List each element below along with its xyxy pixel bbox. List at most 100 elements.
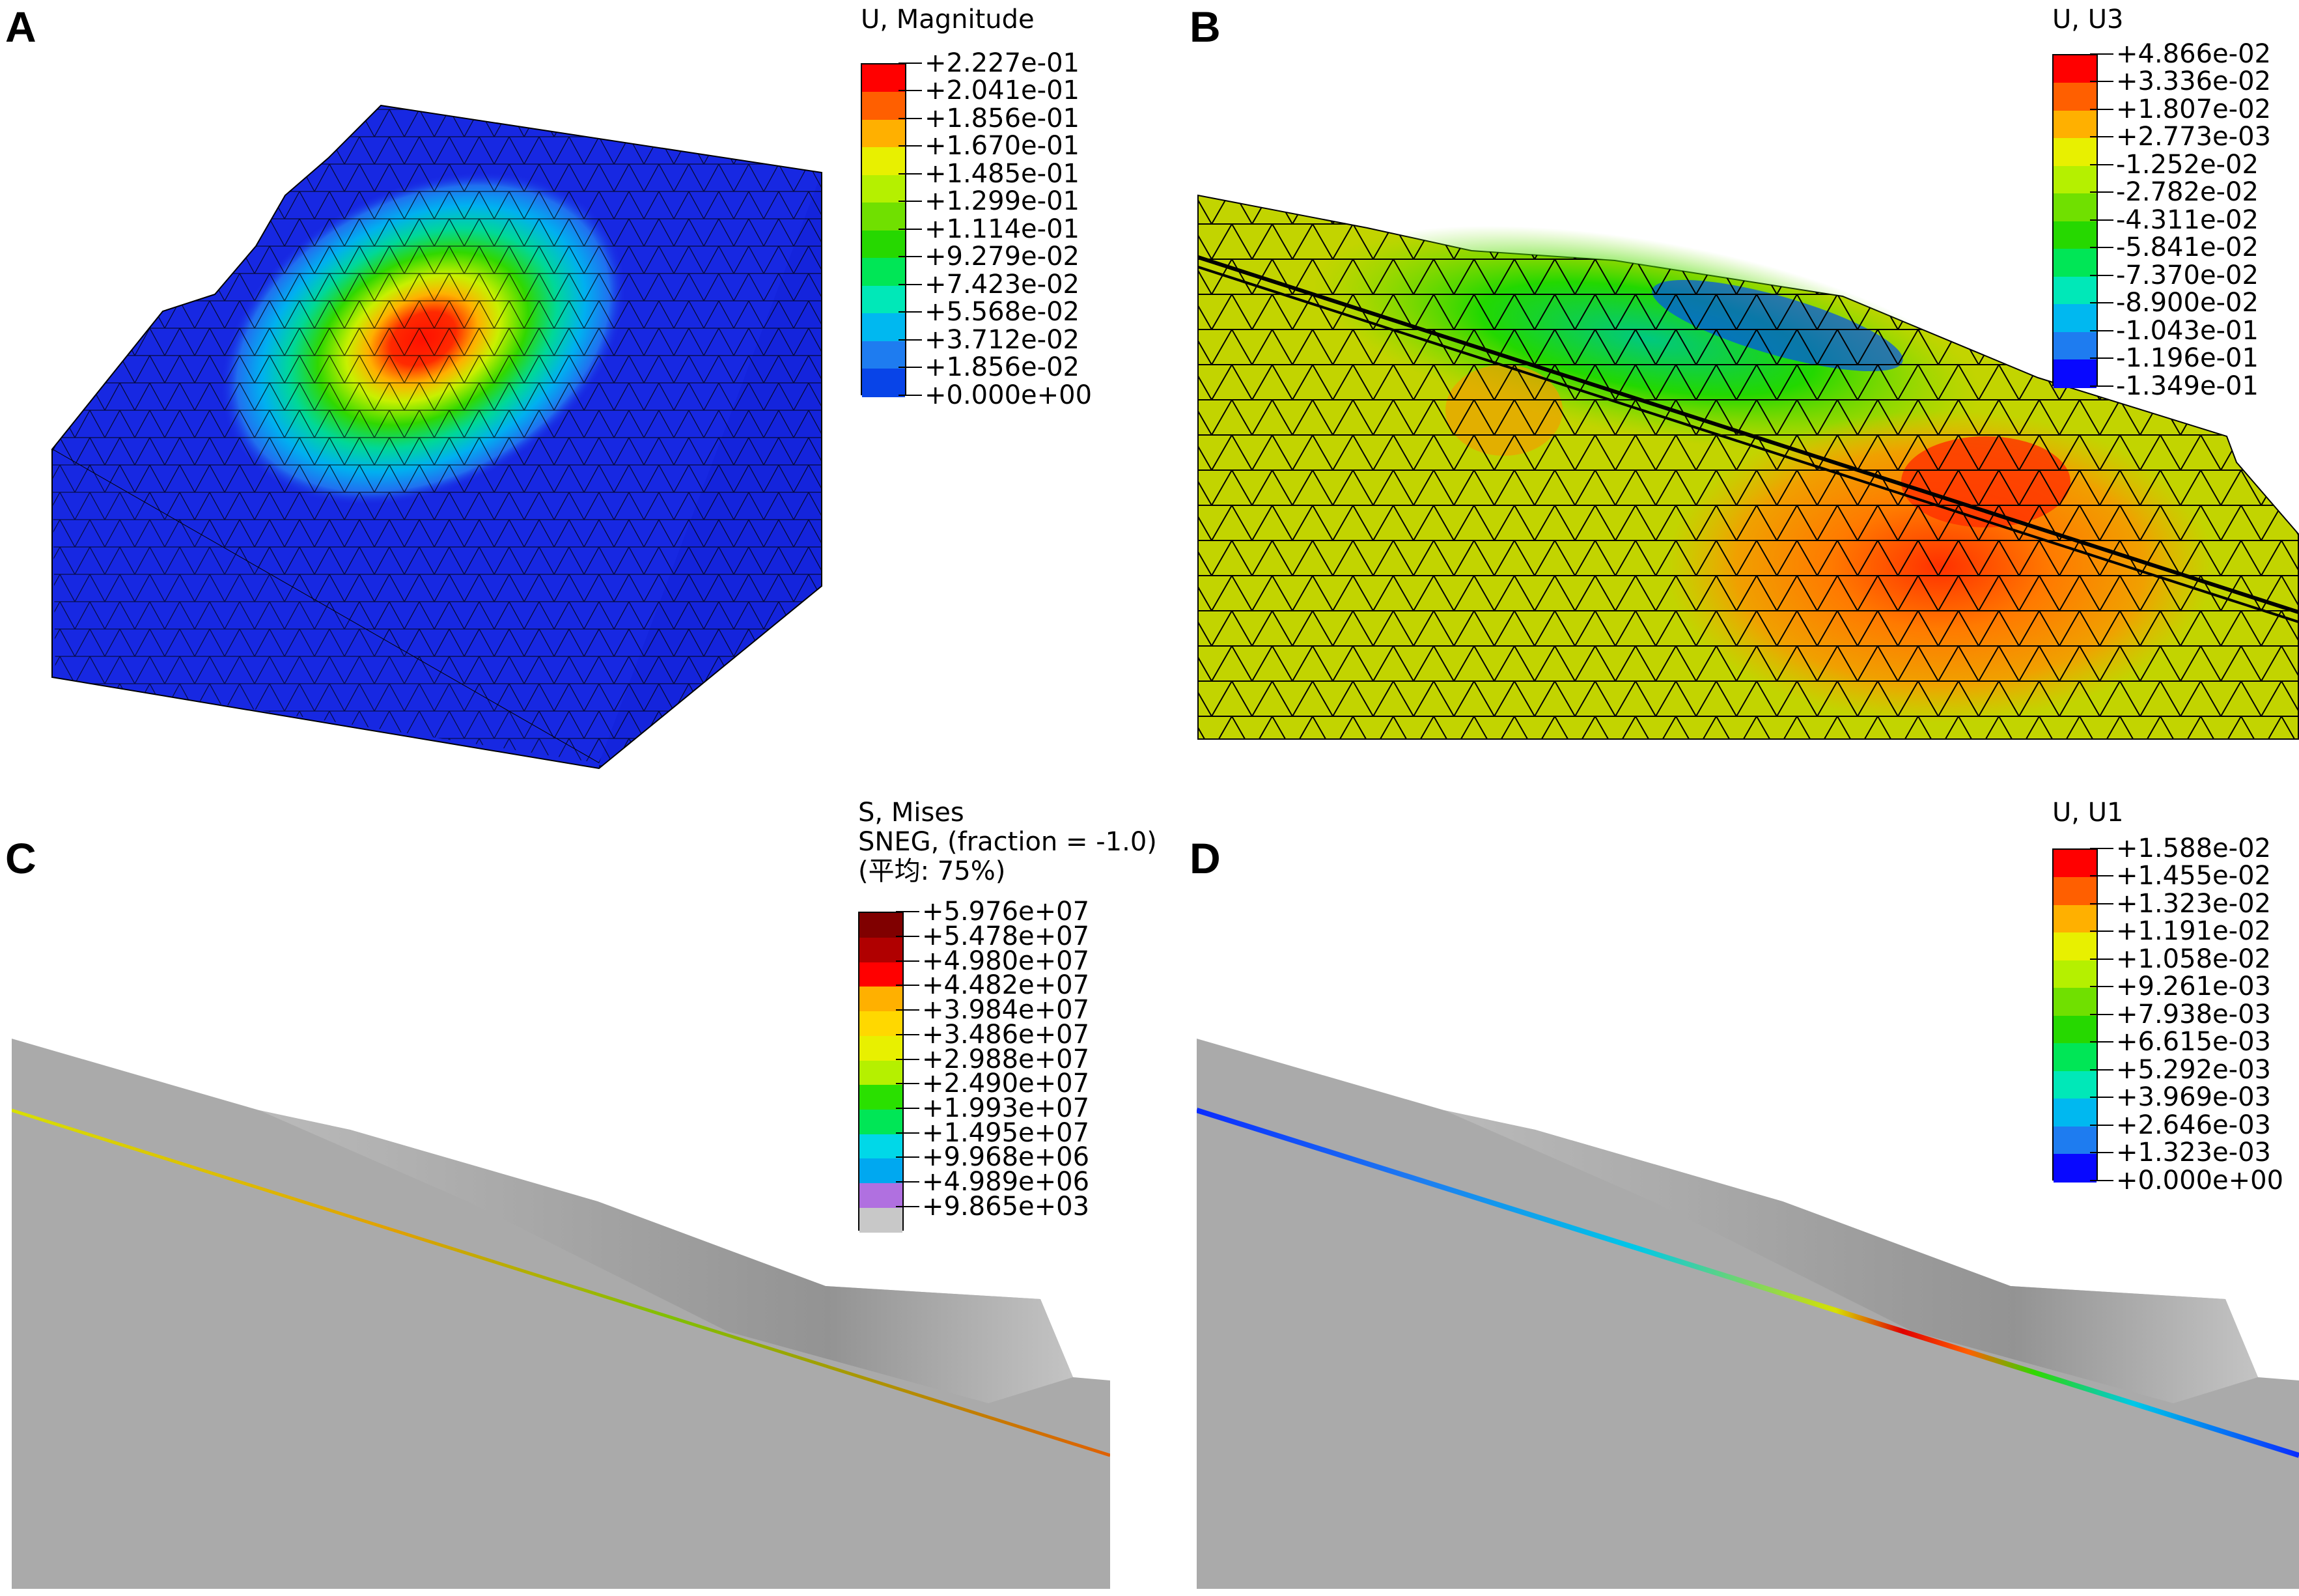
colorbar-label: +1.670e-01 bbox=[925, 131, 1080, 161]
colorbar-swatch bbox=[859, 1109, 902, 1135]
legend-a-colorbar: +2.227e-01 +2.041e-01 +1.856e-01 +1.670e-01… bbox=[861, 50, 1134, 408]
colorbar-tick bbox=[896, 1033, 919, 1035]
colorbar-swatch bbox=[2054, 1071, 2097, 1100]
colorbar-label: +1.058e-02 bbox=[2116, 944, 2271, 974]
colorbar-tick bbox=[2090, 1013, 2113, 1015]
colorbar-swatch bbox=[2054, 55, 2097, 84]
colorbar-label: +1.485e-01 bbox=[925, 158, 1080, 189]
colorbar-swatch bbox=[2054, 849, 2097, 878]
colorbar-label: +5.292e-03 bbox=[2116, 1054, 2271, 1085]
colorbar-label: +3.984e+07 bbox=[922, 995, 1090, 1026]
colorbar-tick bbox=[896, 911, 919, 913]
colorbar-swatch bbox=[862, 313, 905, 342]
colorbar-tick bbox=[2090, 357, 2113, 359]
colorbar-tick bbox=[896, 936, 919, 938]
colorbar-label: +1.114e-01 bbox=[925, 214, 1080, 244]
block-front-face bbox=[52, 449, 599, 768]
colorbar-swatch bbox=[859, 1183, 902, 1209]
legend-title-line: SNEG, (fraction = -1.0) bbox=[858, 826, 1157, 857]
colorbar-tick bbox=[899, 90, 922, 92]
colorbar-label: +1.455e-02 bbox=[2116, 861, 2271, 891]
colorbar-tick bbox=[2090, 986, 2113, 988]
panel-label-a: A bbox=[5, 3, 36, 51]
panel-b-u3-section bbox=[1197, 194, 2299, 740]
colorbar-tick bbox=[2090, 1069, 2113, 1071]
colorbar-label: -1.196e-01 bbox=[2116, 343, 2259, 374]
colorbar-swatch bbox=[862, 175, 905, 204]
colorbar-label: +5.976e+07 bbox=[922, 897, 1090, 927]
colorbar-tick bbox=[899, 311, 922, 313]
colorbar-tick bbox=[2090, 163, 2113, 165]
colorbar-label: +9.865e+03 bbox=[922, 1191, 1090, 1222]
colorbar-swatch bbox=[859, 1158, 902, 1184]
panel-label-c: C bbox=[5, 834, 36, 882]
colorbar-label: +3.486e+07 bbox=[922, 1019, 1090, 1050]
colorbar-tick bbox=[2090, 274, 2113, 276]
colorbar-swatch bbox=[2054, 304, 2097, 333]
colorbar-swatch bbox=[2054, 331, 2097, 361]
colorbar-swatch bbox=[2054, 83, 2097, 111]
colorbar-label: +1.993e+07 bbox=[922, 1093, 1090, 1123]
colorbar-label: -1.043e-01 bbox=[2116, 315, 2259, 346]
colorbar-label: +2.988e+07 bbox=[922, 1044, 1090, 1074]
colorbar-swatch bbox=[862, 119, 905, 148]
colorbar-swatch bbox=[859, 913, 902, 939]
colorbar-tick bbox=[896, 1058, 919, 1060]
colorbar-swatch bbox=[2054, 110, 2097, 139]
colorbar-label: +2.227e-01 bbox=[925, 48, 1080, 78]
colorbar-swatch bbox=[862, 203, 905, 231]
colorbar-swatch bbox=[2054, 988, 2097, 1016]
legend-a: U, Magnitude +2.227e-01 +2.041e-01 +1.856e… bbox=[861, 5, 1134, 408]
legend-title-line: U, U1 bbox=[2052, 798, 2124, 828]
legend-d: U, U1 +1.588e-02 +1.455e-02 +1.323e-02 +1.1… bbox=[2052, 798, 2299, 1194]
colorbar-tick bbox=[899, 394, 922, 396]
colorbar-tick bbox=[899, 145, 922, 147]
colorbar-swatch bbox=[859, 1011, 902, 1037]
colorbar-label: +9.279e-02 bbox=[925, 242, 1080, 272]
colorbar-tick bbox=[2090, 875, 2113, 877]
colorbar-tick bbox=[896, 1181, 919, 1183]
colorbar-tick bbox=[2090, 136, 2113, 138]
colorbar-label: +4.980e+07 bbox=[922, 945, 1090, 976]
legend-d-colorbar: +1.588e-02 +1.455e-02 +1.323e-02 +1.191e-02… bbox=[2052, 835, 2299, 1194]
colorbar-swatch bbox=[2054, 1043, 2097, 1072]
colorbar-label: +4.989e+06 bbox=[922, 1167, 1090, 1197]
colorbar-label: -5.841e-02 bbox=[2116, 232, 2259, 263]
colorbar-tick bbox=[899, 228, 922, 230]
colorbar-label: +2.773e-03 bbox=[2116, 122, 2271, 152]
colorbar-swatch bbox=[2054, 1099, 2097, 1127]
colorbar-swatch bbox=[862, 258, 905, 287]
colorbar-label: -1.349e-01 bbox=[2116, 371, 2259, 401]
colorbar-label: -7.370e-02 bbox=[2116, 260, 2259, 290]
colorbar-tick bbox=[896, 1205, 919, 1207]
colorbar-label: +2.041e-01 bbox=[925, 76, 1080, 106]
colorbar-tick bbox=[2090, 903, 2113, 904]
colorbar-tick bbox=[2090, 53, 2113, 55]
colorbar-tick bbox=[2090, 108, 2113, 110]
colorbar-label: +2.490e+07 bbox=[922, 1069, 1090, 1099]
colorbar-swatch bbox=[2054, 249, 2097, 277]
legend-c-colorbar: +5.976e+07 +5.478e+07 +4.980e+07 +4.482e+07… bbox=[858, 899, 1132, 1237]
colorbar-label: +1.299e-01 bbox=[925, 186, 1080, 217]
colorbar-swatch bbox=[2054, 221, 2097, 250]
legend-b-colorbar: +4.866e-02 +3.336e-02 +1.807e-02 +2.773e-03… bbox=[2052, 41, 2299, 399]
colorbar-tick bbox=[896, 960, 919, 962]
colorbar-swatch bbox=[2054, 138, 2097, 167]
colorbar-tick bbox=[2090, 1041, 2113, 1043]
colorbar-label: +1.856e-01 bbox=[925, 103, 1080, 133]
panel-a-displacement-block bbox=[51, 104, 823, 770]
colorbar-label: +4.866e-02 bbox=[2116, 38, 2271, 69]
colorbar-label: +1.856e-02 bbox=[925, 352, 1080, 383]
colorbar-swatch bbox=[2054, 960, 2097, 989]
colorbar-label: +1.495e+07 bbox=[922, 1117, 1090, 1148]
colorbar-label: +9.261e-03 bbox=[2116, 972, 2271, 1002]
colorbar-tick bbox=[2090, 191, 2113, 193]
colorbar-swatch bbox=[862, 64, 905, 93]
legend-title-line: S, Mises bbox=[858, 798, 964, 828]
colorbar-swatch bbox=[859, 962, 902, 988]
colorbar-tick bbox=[896, 985, 919, 987]
block-right-face bbox=[599, 173, 822, 768]
colorbar-tick bbox=[896, 1132, 919, 1134]
colorbar-tick bbox=[2090, 302, 2113, 304]
colorbar-swatch bbox=[862, 341, 905, 370]
